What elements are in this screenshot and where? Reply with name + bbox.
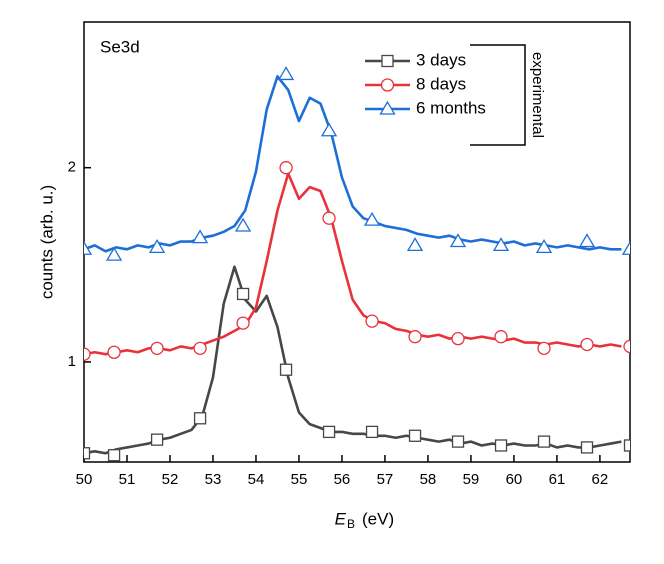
data-marker xyxy=(322,425,336,439)
y-tick-label: 1 xyxy=(68,353,76,370)
data-marker xyxy=(236,316,250,330)
x-tick-label: 57 xyxy=(377,471,394,488)
data-marker xyxy=(191,229,209,244)
legend-label: 6 months xyxy=(416,98,486,117)
legend-label: 8 days xyxy=(416,74,466,93)
data-marker xyxy=(193,412,207,425)
legend-label: 3 days xyxy=(416,50,466,69)
data-marker xyxy=(537,435,551,448)
legend-marker xyxy=(379,100,396,115)
y-axis-label: counts (arb. u.) xyxy=(37,185,56,299)
x-tick-label: 60 xyxy=(506,471,523,488)
data-marker xyxy=(623,339,630,354)
plot-frame xyxy=(83,21,631,463)
data-marker xyxy=(451,435,465,448)
data-marker xyxy=(537,341,551,356)
data-marker xyxy=(623,439,630,452)
data-marker xyxy=(580,441,594,454)
data-marker xyxy=(84,347,91,361)
data-marker xyxy=(150,341,164,356)
data-marker xyxy=(406,237,424,252)
x-tick-label: 56 xyxy=(334,471,351,488)
x-tick-label: 61 xyxy=(549,471,566,488)
data-marker xyxy=(535,239,553,253)
data-marker xyxy=(451,331,465,346)
legend-marker xyxy=(380,78,395,92)
data-marker xyxy=(279,161,293,175)
data-marker xyxy=(320,122,338,137)
data-marker xyxy=(234,217,252,232)
data-marker xyxy=(322,211,336,225)
data-marker xyxy=(578,233,596,248)
x-tick-label: 62 xyxy=(592,471,609,488)
x-tick-label: 53 xyxy=(205,471,222,488)
data-marker xyxy=(494,330,508,344)
data-marker xyxy=(107,449,121,462)
data-marker xyxy=(363,211,381,226)
data-marker xyxy=(148,239,166,253)
series-line xyxy=(84,265,622,455)
data-marker xyxy=(621,240,630,255)
annotation: Se3d xyxy=(100,37,140,56)
x-axis-label-subscript: B xyxy=(347,517,355,531)
plot-area xyxy=(84,66,630,462)
x-tick-label: 58 xyxy=(420,471,437,488)
legend-group-label: experimental xyxy=(529,52,546,138)
data-marker xyxy=(193,341,207,356)
data-marker xyxy=(365,314,379,328)
data-marker xyxy=(84,240,93,255)
x-tick-label: 52 xyxy=(162,471,179,488)
x-tick-label: 59 xyxy=(463,471,480,488)
data-marker xyxy=(105,246,123,261)
x-tick-label: 54 xyxy=(248,471,265,488)
data-marker xyxy=(236,287,250,301)
legend-marker xyxy=(381,54,394,68)
x-tick-label: 55 xyxy=(291,471,308,488)
series-line xyxy=(84,75,622,253)
data-marker xyxy=(408,330,422,344)
data-marker xyxy=(494,439,508,452)
x-tick-label: 51 xyxy=(119,471,136,488)
data-marker xyxy=(150,433,164,446)
x-axis-label-unit: (eV) xyxy=(362,509,394,528)
data-marker xyxy=(84,447,91,460)
data-marker xyxy=(279,363,293,376)
data-marker xyxy=(365,425,379,439)
data-marker xyxy=(107,345,121,359)
data-marker xyxy=(277,66,295,81)
data-marker xyxy=(408,429,422,442)
y-tick-label: 2 xyxy=(68,159,76,176)
data-marker xyxy=(449,233,467,248)
x-tick-label: 50 xyxy=(76,471,93,488)
legend-bracket xyxy=(470,44,526,146)
data-marker xyxy=(580,337,594,352)
series-line xyxy=(84,172,622,356)
x-axis-label: E xyxy=(335,509,347,528)
data-marker xyxy=(492,237,510,252)
